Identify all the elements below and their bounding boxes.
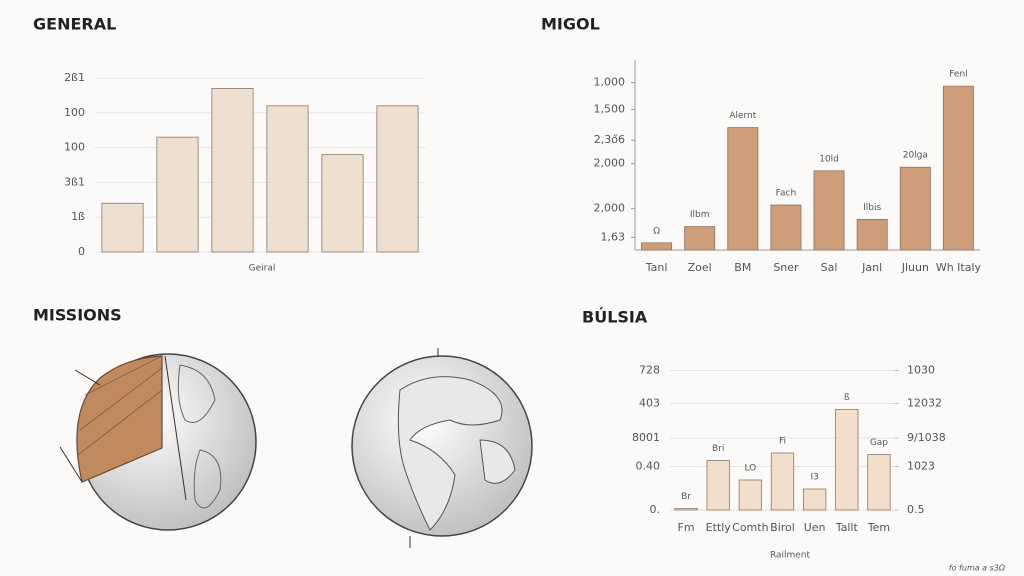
- bar: [867, 454, 891, 511]
- bar-label: Bri: [712, 444, 724, 454]
- x-axis-label: Geiral: [249, 264, 276, 274]
- globe-right: [351, 348, 533, 548]
- y-tick-label: 2,000: [594, 157, 626, 170]
- bar-label: Br: [681, 492, 691, 502]
- x-tick-label: Uen: [804, 521, 826, 534]
- bar: [802, 488, 827, 511]
- bar: [674, 508, 698, 511]
- bar: [376, 105, 419, 253]
- bar: [856, 218, 888, 251]
- y-tick-label: 100: [64, 141, 85, 154]
- y2-tick-label: 0.5: [907, 503, 925, 516]
- x-tick-label: Janl: [861, 261, 882, 274]
- bar-label: 20lga: [903, 151, 928, 161]
- bar: [266, 105, 309, 253]
- bar-label: Ω: [653, 226, 660, 236]
- y-tick-label: 728: [639, 364, 660, 377]
- bar-label: 10ld: [819, 154, 839, 164]
- bar-label: Fenl: [949, 70, 967, 80]
- chart-title: MISSIONS: [33, 306, 122, 325]
- x-tick-label: Comth: [732, 521, 768, 534]
- footnote: fo fuma a s3Ω: [949, 564, 1006, 573]
- bar: [770, 452, 795, 511]
- bar: [156, 136, 199, 253]
- bar: [727, 127, 759, 251]
- bar: [641, 242, 673, 251]
- bar-label: Gap: [870, 438, 888, 448]
- bar: [738, 479, 763, 511]
- x-tick-label: Zoel: [688, 261, 712, 274]
- bar-label: LO: [744, 464, 756, 474]
- y-tick-label: 0.40: [636, 460, 661, 473]
- bar: [706, 460, 730, 511]
- bar: [684, 226, 716, 251]
- bar: [813, 170, 845, 251]
- x-tick-label: Ettly: [706, 521, 732, 534]
- bar: [101, 202, 144, 253]
- chart-title: MIGOL: [541, 15, 600, 34]
- x-tick-label: Fm: [678, 521, 695, 534]
- y2-tick-label: 1030: [907, 364, 935, 377]
- chart-title: BÚLSIA: [582, 308, 648, 327]
- bar: [835, 409, 859, 511]
- chart-title: GENERAL: [33, 15, 116, 34]
- y-tick-label: 8001: [632, 431, 660, 444]
- y-tick-label: 3ß1: [64, 175, 85, 188]
- x-tick-label: Tanl: [645, 261, 668, 274]
- y-tick-label: 1ß: [71, 210, 85, 223]
- x-tick-label: Birol: [770, 521, 795, 534]
- bar: [899, 166, 931, 251]
- y2-tick-label: 1023: [907, 460, 935, 473]
- x-tick-label: Tem: [867, 521, 890, 534]
- y-tick-label: 1,500: [594, 103, 626, 116]
- bar: [321, 154, 364, 253]
- x-tick-label: Sner: [773, 261, 799, 274]
- x-tick-label: Tallt: [835, 521, 859, 534]
- bar-label: Ilbm: [690, 210, 710, 220]
- y2-tick-label: 12032: [907, 397, 942, 410]
- bar: [211, 88, 254, 253]
- bar-label: ß: [844, 393, 850, 403]
- bar-label: Ilbis: [863, 203, 881, 213]
- y-tick-label: 2,000: [594, 202, 626, 215]
- x-tick-label: Wh Italy: [936, 261, 982, 274]
- bar-label: I3: [810, 473, 818, 483]
- y-tick-label: 403: [639, 397, 660, 410]
- x-axis-label: Railment: [770, 551, 811, 561]
- bar-label: Fi: [779, 437, 786, 447]
- y-tick-label: 1,63: [601, 230, 626, 243]
- y2-tick-label: 9/1038: [907, 431, 946, 444]
- y-tick-label: 2ß1: [64, 71, 85, 84]
- y-tick-label: 100: [64, 106, 85, 119]
- x-tick-label: Sal: [821, 261, 838, 274]
- y-tick-label: 1,000: [594, 76, 626, 89]
- bar: [942, 85, 974, 251]
- y-tick-label: 0.: [650, 503, 661, 516]
- bar-label: Fach: [776, 189, 797, 199]
- y-tick-label: 0: [78, 245, 85, 258]
- bar: [770, 204, 802, 251]
- x-tick-label: Jluun: [901, 261, 929, 274]
- bar-label: Alernt: [729, 111, 756, 121]
- y-tick-label: 2,3ő6: [594, 133, 625, 146]
- x-tick-label: BM: [734, 261, 751, 274]
- globe-left: [59, 353, 257, 531]
